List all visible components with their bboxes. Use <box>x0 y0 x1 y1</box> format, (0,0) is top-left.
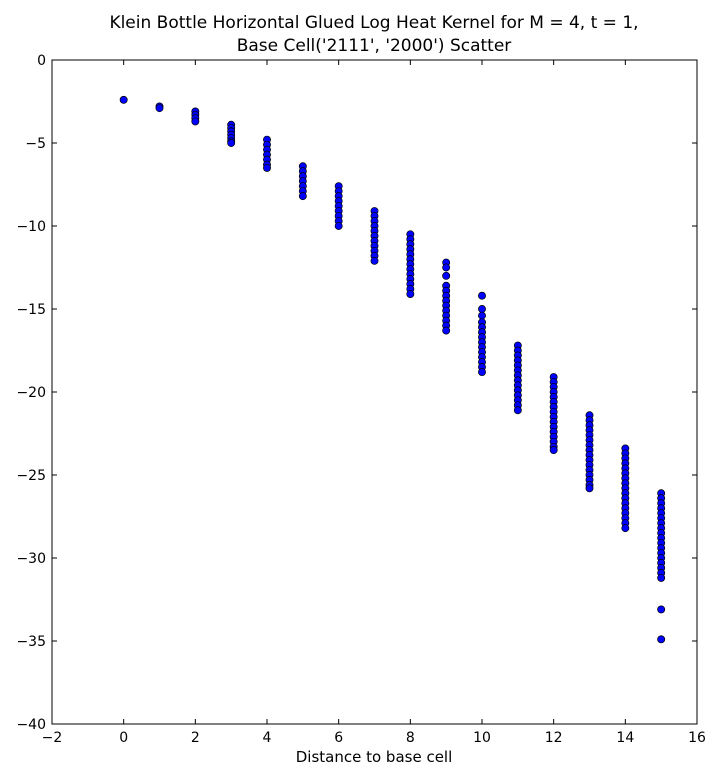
chart-title-line-2: Base Cell('2111', '2000') Scatter <box>237 36 512 56</box>
x-tick-label: 8 <box>406 730 415 746</box>
data-point <box>549 446 558 455</box>
data-point <box>191 117 200 126</box>
data-point <box>478 368 486 377</box>
data-point <box>370 256 379 265</box>
y-axis-ticks: 0 −5 −10 −15 −20 −25 −30 −35 −40 <box>16 53 697 733</box>
y-tick-label: −15 <box>16 302 46 318</box>
data-point <box>657 573 666 582</box>
x-tick-label: 6 <box>334 730 343 746</box>
x-tick-label: −2 <box>42 730 63 746</box>
data-point <box>155 104 164 113</box>
plot-frame <box>51 59 698 725</box>
x-tick-label: 12 <box>545 730 563 746</box>
data-point <box>442 326 451 335</box>
y-tick-label: −30 <box>16 551 46 567</box>
y-tick-label: −10 <box>16 219 46 235</box>
x-tick-label: 10 <box>473 730 491 746</box>
data-point <box>478 305 486 313</box>
data-point <box>585 484 594 493</box>
plot-area <box>52 60 697 724</box>
data-point <box>478 291 486 300</box>
data-point <box>442 263 451 272</box>
y-tick-label: −40 <box>16 717 46 733</box>
data-point <box>442 271 451 280</box>
data-point <box>657 635 666 644</box>
x-tick-label: 0 <box>119 730 128 746</box>
data-point <box>478 311 486 320</box>
x-tick-label: 14 <box>616 730 634 746</box>
x-tick-label: 16 <box>688 730 706 746</box>
x-axis-label: Distance to base cell <box>296 748 453 766</box>
chart-title-line-1: Klein Bottle Horizontal Glued Log Heat K… <box>109 13 638 33</box>
data-point <box>513 406 522 415</box>
y-tick-label: −5 <box>25 136 46 152</box>
x-tick-label: 2 <box>191 730 200 746</box>
y-tick-label: −20 <box>16 385 46 401</box>
data-point <box>621 524 630 533</box>
data-point <box>334 222 343 230</box>
data-point <box>406 290 415 299</box>
data-point <box>119 95 128 104</box>
data-points <box>119 95 666 644</box>
data-point <box>298 192 307 201</box>
data-point <box>657 605 666 614</box>
x-tick-label: 4 <box>263 730 272 746</box>
x-axis-ticks: −2 0 2 4 6 8 10 12 14 16 <box>42 60 706 746</box>
y-tick-label: −25 <box>16 468 46 484</box>
data-point <box>263 163 271 172</box>
y-tick-label: 0 <box>37 53 46 69</box>
data-point <box>227 139 236 147</box>
y-tick-label: −35 <box>16 634 46 650</box>
